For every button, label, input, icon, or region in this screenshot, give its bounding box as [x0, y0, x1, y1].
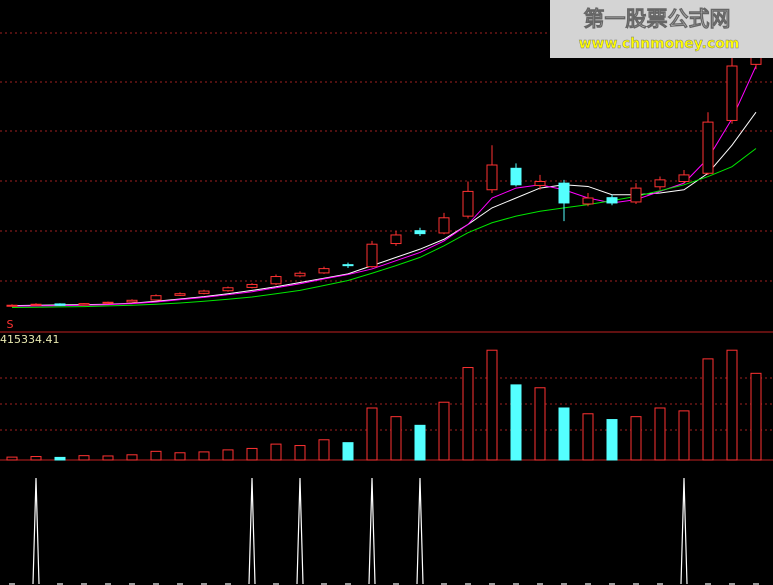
candle-body	[678, 174, 690, 182]
candle-body	[6, 304, 18, 307]
candle-body	[54, 303, 66, 306]
volume-bar	[318, 439, 330, 461]
candle-body	[294, 272, 306, 277]
volume-bar	[558, 407, 570, 461]
candle-body	[510, 167, 522, 186]
candle-body	[78, 303, 90, 306]
candle-body	[438, 217, 450, 234]
signal-spike	[416, 477, 424, 585]
candle-body	[726, 65, 738, 121]
volume-bar	[462, 367, 474, 461]
volume-bar	[606, 419, 618, 461]
volume-bar	[702, 358, 714, 461]
volume-bar	[150, 450, 162, 461]
volume-bar	[510, 384, 522, 461]
volume-bar	[342, 442, 354, 461]
candle-body	[222, 287, 234, 292]
watermark-title: 第一股票公式网	[584, 7, 731, 31]
volume-bar	[102, 455, 114, 461]
candle-body	[102, 301, 114, 304]
volume-bar	[534, 387, 546, 461]
volume-bar	[366, 407, 378, 461]
volume-bar	[198, 451, 210, 461]
volume-bar	[126, 454, 138, 461]
volume-bar	[438, 401, 450, 461]
candle-body	[702, 121, 714, 174]
candle-body	[198, 290, 210, 294]
candle-body	[270, 276, 282, 285]
candle-body	[246, 283, 258, 288]
candle-body	[342, 264, 354, 267]
volume-bar	[30, 456, 42, 461]
volume-bar	[54, 456, 66, 461]
signal-spike	[32, 477, 40, 585]
signal-spike	[368, 477, 376, 585]
signal-marker: S	[7, 318, 14, 331]
ma-line	[11, 65, 757, 307]
candle-body	[630, 187, 642, 203]
volume-bar	[246, 447, 258, 461]
signal-spike	[680, 477, 688, 585]
candle-body	[582, 197, 594, 205]
volume-bar	[294, 445, 306, 461]
ma-line	[11, 111, 757, 307]
candle-body	[150, 295, 162, 301]
volume-bar	[78, 455, 90, 461]
candle-body	[318, 268, 330, 274]
volume-bar	[390, 416, 402, 461]
volume-bar	[414, 424, 426, 461]
volume-bar	[174, 452, 186, 461]
volume-bar	[270, 443, 282, 461]
candle-body	[414, 230, 426, 235]
watermark-box	[550, 0, 773, 58]
volume-bar	[726, 349, 738, 461]
candle-body	[486, 164, 498, 191]
candle-body	[654, 179, 666, 188]
volume-bar	[750, 372, 762, 461]
watermark-url: www.chnmoney.com	[579, 36, 740, 52]
volume-bar	[222, 449, 234, 461]
volume-bar	[678, 410, 690, 461]
candle-body	[126, 299, 138, 303]
volume-bar	[654, 407, 666, 461]
signal-spike	[248, 477, 256, 585]
candle-body	[558, 182, 570, 204]
watermark: 第一股票公式网 www.chnmoney.com	[550, 0, 773, 58]
volume-bar	[582, 413, 594, 461]
candle-body	[462, 190, 474, 217]
price-grid	[0, 32, 773, 431]
candle-body	[30, 303, 42, 306]
candle-body	[534, 181, 546, 186]
y-tick-label: 415334.41	[0, 333, 60, 346]
candle-body	[366, 243, 378, 268]
ma-line	[11, 148, 757, 309]
volume-bar	[486, 349, 498, 461]
candle-body	[390, 234, 402, 245]
signal-spike	[296, 477, 304, 585]
candle-body	[606, 197, 618, 204]
volume-bar	[630, 416, 642, 461]
volume-bar	[6, 456, 18, 461]
candle-body	[174, 293, 186, 296]
